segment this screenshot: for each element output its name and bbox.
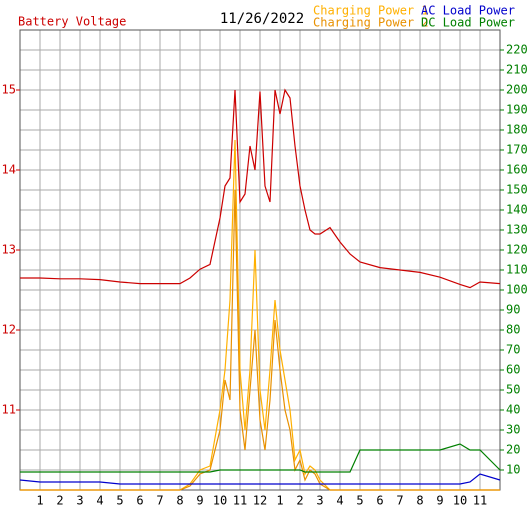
series-line [20,443,501,473]
legend-label: DC Load Power [421,16,515,30]
y2-tick-label: 110 [506,263,527,277]
y2-tick-label: 170 [506,143,527,157]
series-line [20,189,500,491]
x-tick-label: 1 [36,494,43,508]
y2-tick-label: 60 [506,363,520,377]
x-tick-label: 3 [76,494,83,508]
x-tick-label: 4 [336,494,343,508]
x-tick-label: 6 [136,494,143,508]
x-tick-label: 7 [156,494,163,508]
x-tick-label: 11 [233,494,247,508]
x-tick-label: 1 [276,494,283,508]
x-tick-label: 9 [196,494,203,508]
chart-title: 11/26/2022 [220,11,304,27]
x-tick-label: 9 [436,494,443,508]
y-tick-label: 13 [2,243,16,257]
x-tick-label: 10 [453,494,467,508]
x-tick-label: 8 [176,494,183,508]
y2-tick-label: 90 [506,303,520,317]
x-tick-label: 4 [96,494,103,508]
x-tick-label: 11 [473,494,487,508]
y-tick-label: 12 [2,323,16,337]
y2-tick-label: 210 [506,63,527,77]
y2-tick-label: 160 [506,163,527,177]
y2-tick-label: 150 [506,183,527,197]
legend-label: AC Load Power [421,4,515,18]
x-tick-label: 10 [213,494,227,508]
x-tick-label: 5 [356,494,363,508]
y2-tick-label: 70 [506,343,520,357]
x-tick-label: 5 [116,494,123,508]
y2-tick-label: 130 [506,223,527,237]
y2-tick-label: 180 [506,123,527,137]
y2-tick-label: 20 [506,443,520,457]
y-tick-label: 11 [2,403,16,417]
x-tick-label: 2 [56,494,63,508]
x-tick-label: 3 [316,494,323,508]
series-line [19,473,501,485]
x-tick-label: 8 [416,494,423,508]
y2-tick-label: 40 [506,403,520,417]
y2-tick-label: 100 [506,283,527,297]
x-tick-label: 6 [376,494,383,508]
y2-tick-label: 220 [506,43,527,57]
legend-label: Charging Power 1 [313,4,429,18]
series-line [20,88,501,289]
y2-tick-label: 140 [506,203,527,217]
y2-tick-label: 30 [506,423,520,437]
y2-tick-label: 200 [506,83,527,97]
y2-tick-label: 50 [506,383,520,397]
y2-tick-label: 10 [506,463,520,477]
y-tick-label: 15 [2,83,16,97]
x-tick-label: 12 [253,494,267,508]
legend-label: Charging Power 2 [313,16,429,30]
legend-label: Battery Voltage [18,15,126,29]
x-tick-label: 2 [296,494,303,508]
y2-tick-label: 120 [506,243,527,257]
plot-border [19,29,501,491]
y2-tick-label: 80 [506,323,520,337]
y-tick-label: 14 [2,163,16,177]
y2-tick-label: 190 [506,103,527,117]
x-tick-label: 7 [396,494,403,508]
